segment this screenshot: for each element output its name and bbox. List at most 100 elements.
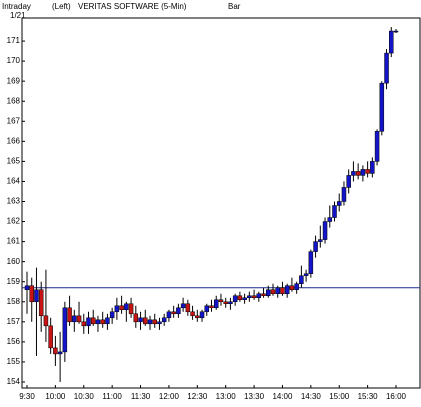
candle-body bbox=[180, 303, 186, 309]
candle-body bbox=[270, 289, 276, 294]
candle-body bbox=[57, 351, 63, 355]
candle-body bbox=[360, 169, 366, 176]
candle-body bbox=[374, 131, 380, 162]
date-label: 1/21 bbox=[10, 11, 26, 20]
candle-body bbox=[143, 317, 148, 325]
candle-body bbox=[199, 311, 205, 319]
y-tick-label: 155 bbox=[7, 357, 21, 366]
candle-body bbox=[166, 311, 172, 319]
y-tick-label: 156 bbox=[7, 337, 21, 346]
x-tick-label: 14:30 bbox=[301, 392, 322, 401]
y-tick-label: 169 bbox=[7, 76, 21, 85]
axis-side: (Left) bbox=[52, 2, 71, 11]
candle-body bbox=[365, 169, 370, 174]
candle-body bbox=[138, 317, 143, 323]
candle-body bbox=[81, 321, 87, 327]
candle-body bbox=[195, 315, 200, 319]
candle-body bbox=[100, 319, 105, 325]
candle-body bbox=[76, 315, 82, 323]
candle-body bbox=[294, 283, 299, 290]
candle-body bbox=[341, 187, 347, 202]
candle-body bbox=[313, 241, 318, 252]
y-tick-label: 165 bbox=[7, 156, 21, 165]
candle-body bbox=[95, 319, 101, 325]
x-tick-label: 11:30 bbox=[131, 392, 151, 401]
x-tick-label: 15:00 bbox=[329, 392, 350, 401]
candle-body bbox=[119, 305, 124, 311]
candle-body bbox=[275, 287, 280, 294]
candle-body bbox=[237, 295, 243, 301]
x-tick-label: 15:30 bbox=[358, 392, 379, 401]
plot-frame bbox=[21, 17, 421, 389]
candle-body bbox=[332, 205, 337, 218]
candle-body bbox=[289, 285, 295, 290]
candle-body bbox=[90, 317, 96, 325]
candle-body bbox=[389, 30, 394, 54]
candle-body bbox=[43, 315, 49, 327]
candle-body bbox=[209, 305, 214, 309]
candle-body bbox=[393, 30, 399, 33]
candle-body bbox=[171, 311, 176, 315]
candle-body bbox=[242, 297, 247, 301]
candle-body bbox=[185, 303, 191, 313]
candle-body bbox=[299, 275, 304, 284]
candle-body bbox=[218, 299, 224, 303]
candle-body bbox=[67, 307, 72, 323]
x-tick-label: 13:00 bbox=[216, 392, 237, 401]
x-tick-label: 12:30 bbox=[187, 392, 208, 401]
candle-body bbox=[327, 217, 333, 222]
candle-body bbox=[370, 161, 375, 174]
y-tick-label: 170 bbox=[7, 56, 21, 65]
candle-body bbox=[38, 289, 44, 317]
candle-body bbox=[48, 325, 53, 349]
candle-body bbox=[105, 317, 110, 325]
candle-body bbox=[147, 319, 153, 325]
candle-body bbox=[86, 317, 91, 327]
candle-body bbox=[213, 299, 219, 309]
candle-body bbox=[303, 273, 309, 276]
x-tick-label: 14:00 bbox=[272, 392, 293, 401]
x-tick-label: 10:30 bbox=[74, 392, 95, 401]
candle-body bbox=[284, 285, 290, 294]
candle-body bbox=[351, 171, 356, 176]
x-tick-label: 9:30 bbox=[19, 392, 35, 401]
x-tick-label: 10:00 bbox=[45, 392, 66, 401]
y-tick-label: 164 bbox=[7, 177, 21, 186]
candle-body bbox=[379, 82, 385, 132]
candle-body bbox=[176, 307, 181, 315]
x-tick-label: 11:00 bbox=[102, 392, 122, 401]
candle-body bbox=[266, 289, 271, 297]
candle-body bbox=[62, 307, 68, 353]
chart-title: VERITAS SOFTWARE (5-Min) bbox=[78, 2, 187, 11]
y-tick-label: 162 bbox=[7, 217, 21, 226]
y-tick-label: 171 bbox=[7, 36, 21, 45]
y-tick-label: 167 bbox=[7, 116, 21, 125]
candle-body bbox=[256, 293, 262, 299]
candle-body bbox=[72, 315, 77, 323]
candle-body bbox=[157, 321, 162, 325]
candle-body bbox=[232, 295, 238, 303]
candle-body bbox=[336, 201, 342, 206]
candle-body bbox=[251, 295, 257, 299]
candle-body bbox=[128, 303, 134, 315]
y-tick-label: 157 bbox=[7, 317, 21, 326]
style-label: Bar bbox=[228, 2, 241, 11]
candle-body bbox=[133, 313, 139, 323]
y-tick-label: 163 bbox=[7, 197, 21, 206]
candle-body bbox=[261, 293, 266, 297]
candle-body bbox=[346, 175, 351, 188]
y-tick-label: 166 bbox=[7, 136, 21, 145]
candle-body bbox=[247, 295, 252, 299]
y-tick-label: 159 bbox=[7, 277, 21, 286]
period-label: Intraday bbox=[2, 2, 31, 11]
candle-body bbox=[280, 287, 285, 294]
x-tick-label: 13:30 bbox=[244, 392, 265, 401]
candle-body bbox=[228, 301, 233, 305]
candle-body bbox=[384, 52, 389, 84]
candle-body bbox=[308, 251, 314, 274]
candle-body bbox=[109, 311, 115, 319]
candle-body bbox=[355, 171, 361, 176]
candle-body bbox=[124, 303, 129, 311]
y-tick-label: 160 bbox=[7, 257, 21, 266]
x-tick-label: 16:00 bbox=[386, 392, 407, 401]
